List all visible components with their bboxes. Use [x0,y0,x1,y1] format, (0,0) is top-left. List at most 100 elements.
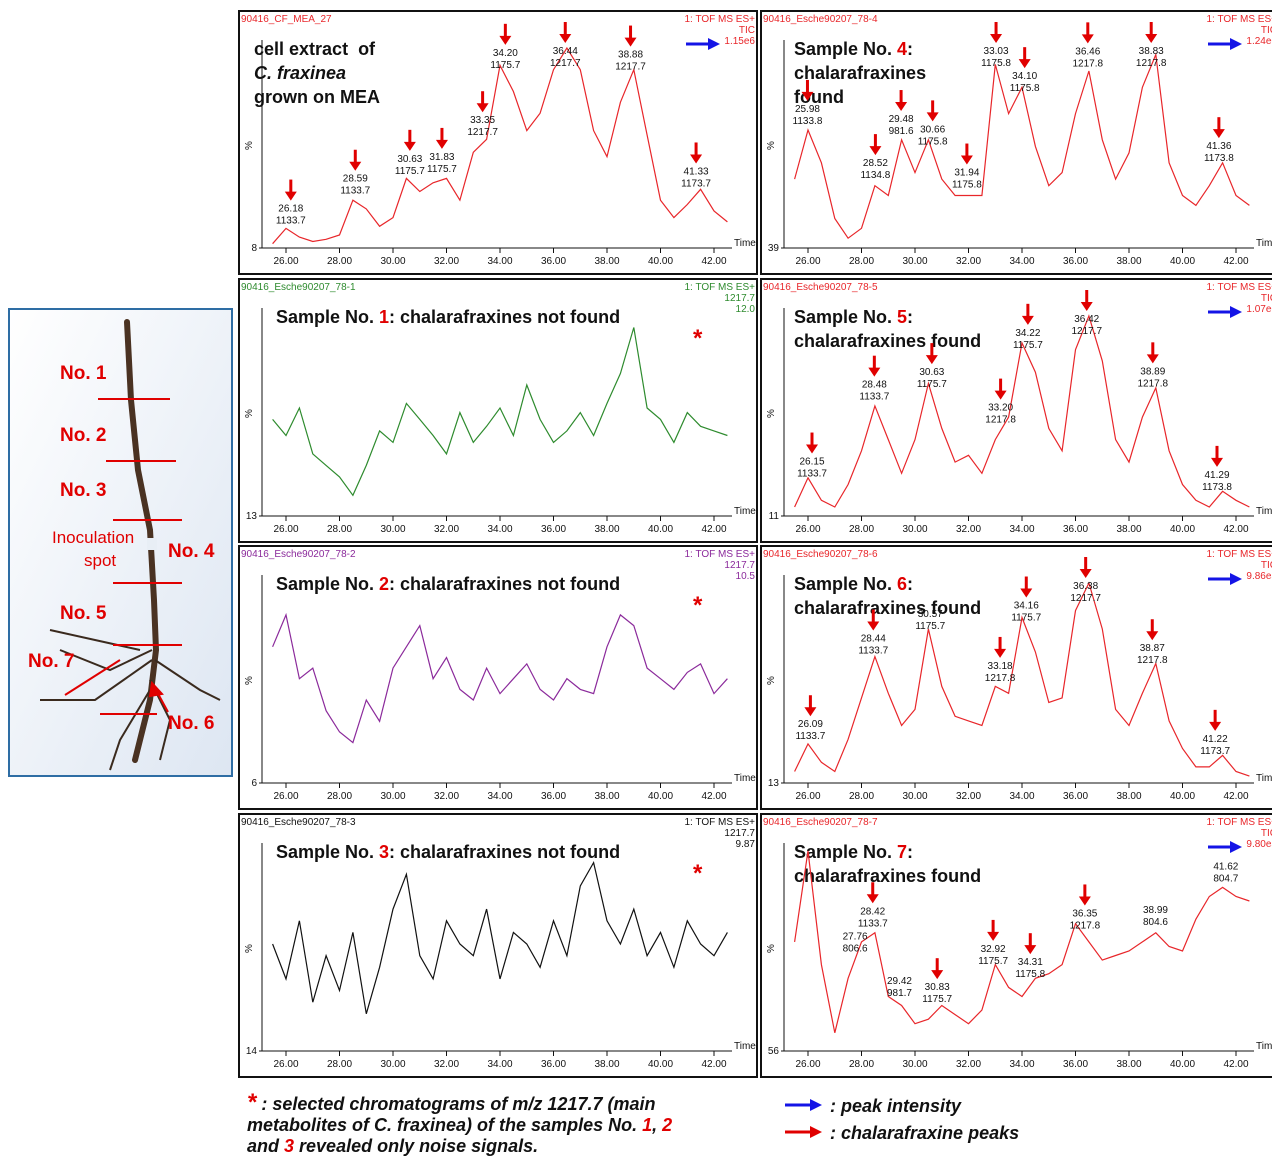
peak-mz: 1175.8 [1010,83,1040,94]
x-axis-label: Time [734,773,756,784]
intensity-arrow [1230,306,1242,318]
peak-arrow-head [925,355,938,365]
peak-arrow-head [499,35,512,45]
chromatogram-panel: 26.00 28.00 30.00 32.00 34.00 36.00 38.00 40.00… [238,545,758,810]
header-right: 1.15e6 [724,36,755,47]
peak-arrow-head [1079,569,1092,578]
x-tick-label: 38.00 [594,791,619,802]
x-tick-label: 38.00 [1116,1059,1141,1070]
x-tick-label: 38.00 [594,1059,619,1070]
x-tick-label: 34.00 [487,1059,512,1070]
footnote-line: metabolites of C. fraxinea) of the sampl… [247,1115,672,1135]
y-tick-label: 6 [251,778,257,789]
x-tick-label: 28.00 [327,791,352,802]
peak-arrow-head [349,161,362,171]
peak-rt: 34.10 [1012,71,1037,82]
x-tick-label: 40.00 [648,524,673,535]
peak-arrow-head [1211,457,1224,467]
x-tick-label: 28.00 [849,256,874,267]
peak-arrow-head [1146,631,1159,641]
legend-arrow [810,1126,822,1138]
x-tick-label: 30.00 [902,256,927,267]
x-tick-label: 28.00 [327,1059,352,1070]
x-axis-label: Time [734,1041,756,1052]
peak-mz: 1133.7 [859,392,889,403]
footnote-segment: revealed only noise signals. [294,1136,538,1156]
panel-border [760,545,1272,810]
peak-rt: 33.03 [984,46,1009,57]
chromatogram-line [272,612,728,744]
x-tick-label: 30.00 [902,1059,927,1070]
title-segment: 2 [379,574,389,594]
peak-rt: 31.94 [954,168,979,179]
panel-title: Sample No. 5: [794,307,913,327]
header-right: TIC [1261,293,1272,304]
peak-mz: 1217.8 [1136,58,1167,69]
footnote-segment: 3 [284,1136,294,1156]
peak-mz: 981.7 [887,988,912,999]
legend-text: : peak intensity [830,1096,962,1116]
peak-arrow-head [559,34,572,43]
intensity-arrow [1230,841,1242,853]
peak-mz: 1133.7 [797,469,827,480]
footnote-segment: 1 [642,1115,652,1135]
peak-mz: 804.6 [1143,917,1168,928]
x-tick-label: 42.00 [1223,791,1248,802]
footnote-segment: * [247,1089,258,1116]
peak-mz: 1175.7 [1013,340,1043,351]
x-tick-label: 30.00 [902,791,927,802]
peak-arrow-head [403,141,416,151]
inoculation-spot [147,538,157,550]
roots [40,629,221,771]
peak-arrow-head [804,707,817,717]
panel-title: Sample No. 4: [794,39,913,59]
x-tick-label: 32.00 [434,791,459,802]
photo-label: Inoculation [52,528,134,547]
peak-mz: 1175.7 [395,166,425,177]
photo-label: No. 4 [168,541,215,562]
x-tick-label: 38.00 [594,524,619,535]
peak-mz: 1133.7 [795,731,825,742]
header-right: 1217.7 [724,828,755,839]
y-tick-label: 13 [768,778,780,789]
peak-mz: 1173.8 [1202,482,1232,493]
panel-title: Sample No. 3: chalarafraxines not found [276,842,620,862]
title-segment: 1 [379,307,389,327]
legend-arrow [810,1099,822,1111]
header-right: 1: TOF MS ES+ [1207,549,1272,560]
photo-frame [8,308,233,777]
x-tick-label: 26.00 [795,256,820,267]
title-segment: Sample No. [794,574,897,594]
header-right: TIC [1261,828,1272,839]
x-tick-label: 42.00 [1223,524,1248,535]
peak-rt: 41.36 [1206,141,1231,152]
x-tick-label: 32.00 [956,524,981,535]
x-tick-label: 28.00 [849,1059,874,1070]
peak-mz: 1217.8 [1070,920,1101,931]
title-segment: Sample No. [276,307,379,327]
x-axis-label: Time [1256,238,1272,249]
x-tick-label: 28.00 [849,791,874,802]
panel-title: C. fraxinea [254,63,346,83]
x-tick-label: 40.00 [1170,256,1195,267]
chromatogram-line [272,860,728,1014]
peak-mz: 1173.8 [1204,153,1234,164]
header-left: 90416_Esche90207_78-7 [763,817,878,828]
peak-mz: 1175.8 [918,136,948,147]
y-axis-label: % [766,944,777,953]
title-segment: 4 [897,39,907,59]
chromatogram-panel: 26.00 28.00 30.00 32.00 34.00 36.00 38.00 40.00… [760,545,1272,810]
footnote-segment: metabolites of C. fraxinea) of the sampl… [247,1115,642,1135]
title-segment: Sample No. [794,39,897,59]
x-tick-label: 42.00 [1223,256,1248,267]
peak-arrow-head [1146,354,1159,364]
noise-marker: * [693,860,703,887]
peak-rt: 28.52 [863,158,888,169]
panel-border [760,10,1272,275]
x-tick-label: 28.00 [849,524,874,535]
footnote-line: * : selected chromatograms of m/z 1217.7… [247,1089,655,1116]
x-tick-label: 34.00 [487,256,512,267]
x-axis-label: Time [734,238,756,249]
header-right: 1: TOF MS ES+ [1207,14,1272,25]
